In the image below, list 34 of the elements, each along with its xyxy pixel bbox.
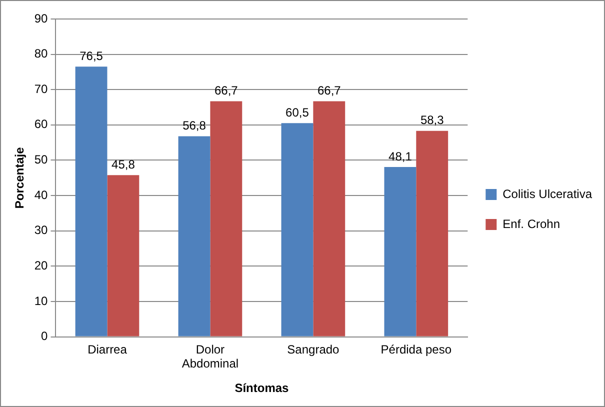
bar: [313, 101, 346, 336]
y-tick-label: 80: [34, 46, 48, 61]
bar: [75, 66, 108, 336]
data-label: 60,5: [286, 105, 310, 120]
legend-label: Enf. Crohn: [502, 216, 560, 231]
data-label: 66,7: [214, 84, 238, 98]
bar: [178, 136, 210, 336]
y-tick-label: 10: [34, 294, 48, 308]
y-tick-label: 50: [34, 152, 48, 167]
x-axis-title: Síntomas: [234, 381, 290, 396]
data-label: 76,5: [80, 48, 104, 63]
bar: [210, 101, 242, 336]
y-tick-label: 40: [34, 188, 48, 202]
bar: [416, 130, 448, 336]
y-tick-label: 0: [41, 329, 48, 344]
x-tick-label: Sangrado: [287, 342, 340, 356]
x-tick-label: Diarrea: [88, 342, 128, 356]
data-label: 45,8: [112, 157, 136, 172]
x-tick-label: Dolor Abdominal: [182, 342, 239, 371]
y-tick-label: 30: [34, 223, 48, 238]
y-tick-label: 20: [34, 258, 48, 272]
bar: [281, 123, 314, 336]
data-label: 58,3: [420, 113, 444, 128]
bar: [384, 166, 416, 336]
data-label: 56,8: [182, 118, 206, 133]
y-tick-label: 90: [34, 11, 48, 26]
y-axis-title: Porcentaje: [12, 146, 27, 209]
bar: [107, 175, 140, 336]
y-tick-label: 60: [34, 117, 48, 132]
data-label: 48,1: [388, 149, 412, 164]
legend-label: Colitis Ulcerativa: [502, 186, 592, 201]
y-tick-label: 70: [34, 82, 48, 96]
data-label: 66,7: [317, 84, 342, 98]
x-tick-label: Pérdida peso: [380, 342, 452, 356]
